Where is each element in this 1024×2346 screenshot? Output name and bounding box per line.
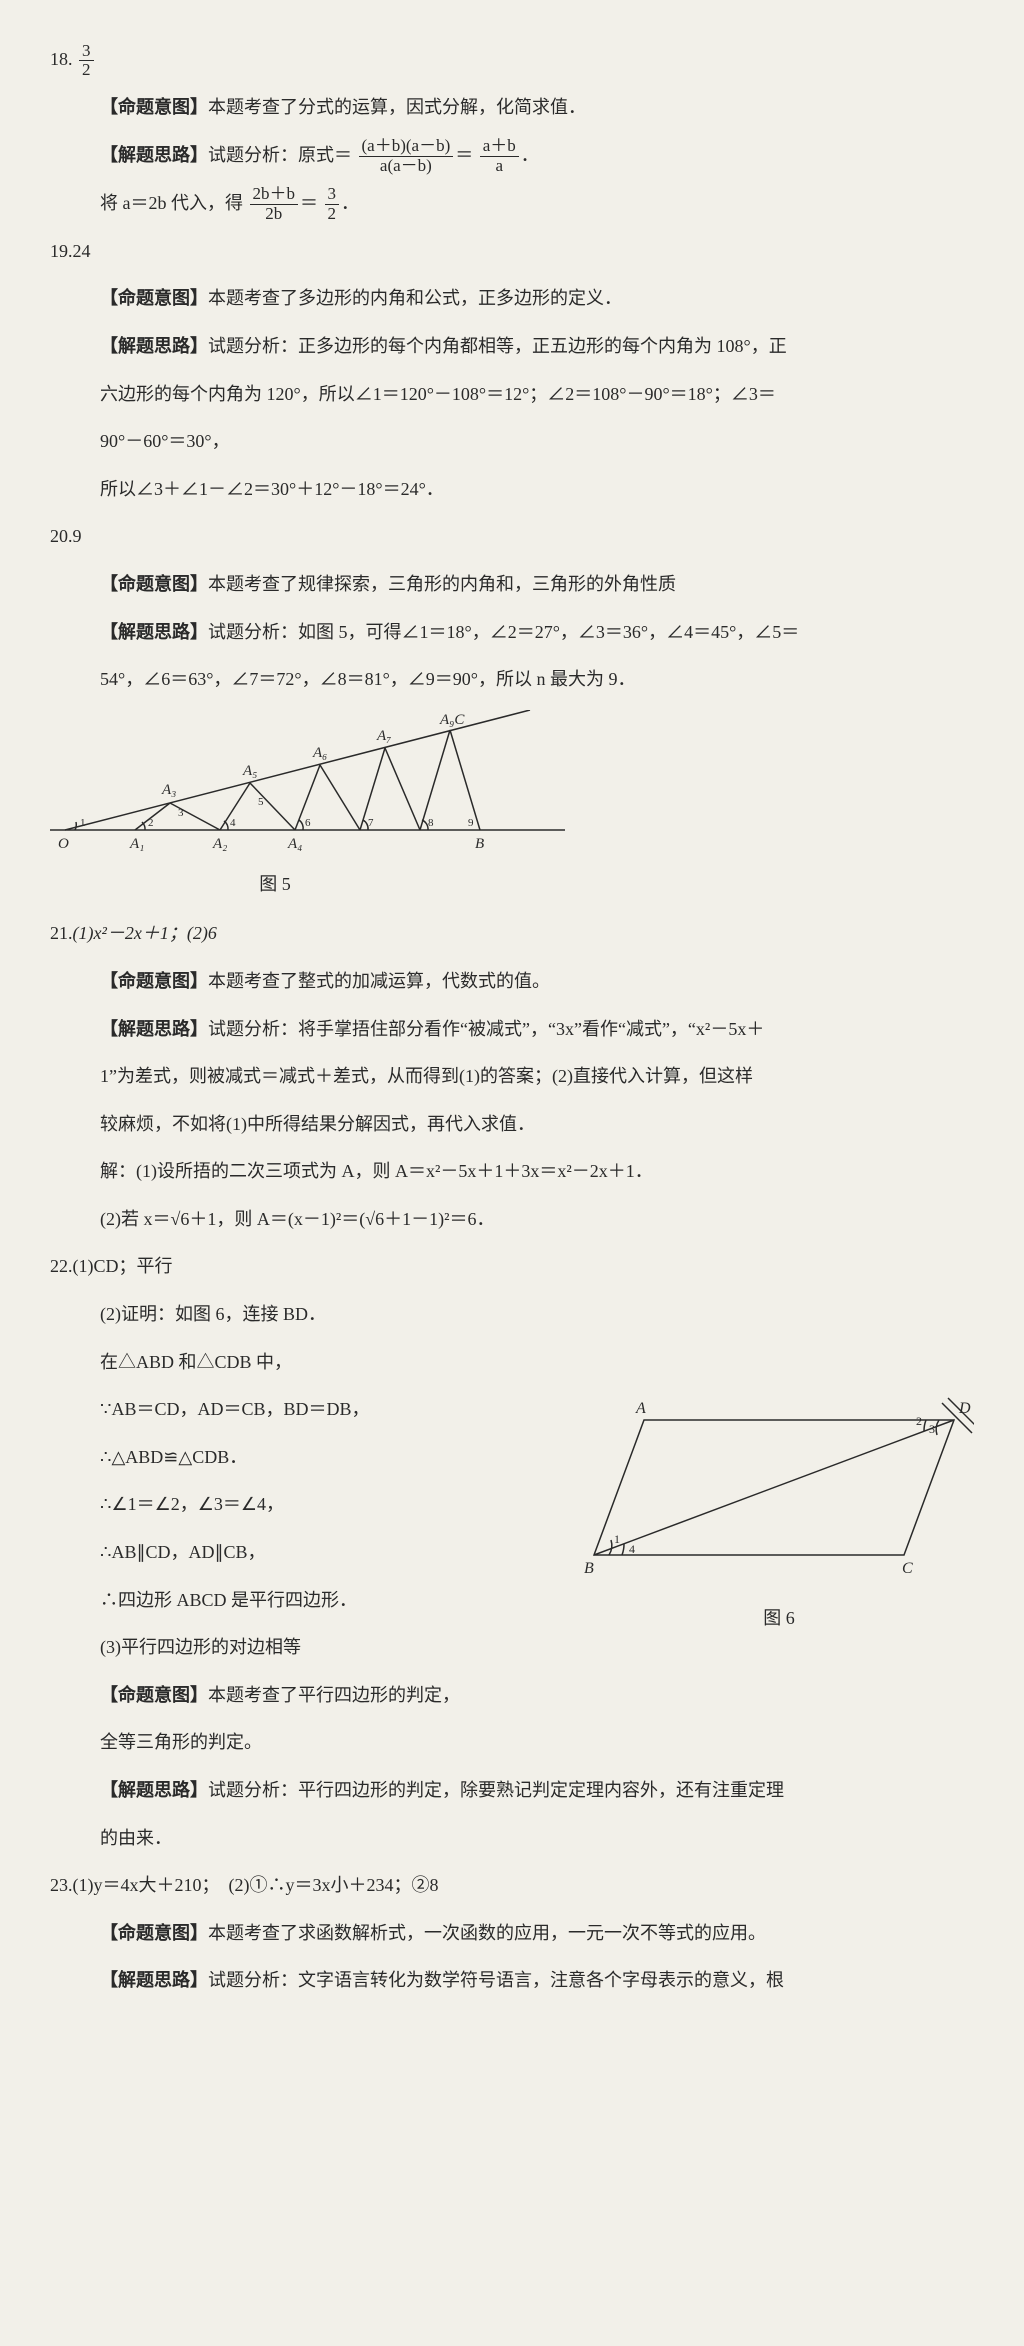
figure-6-caption: 图 6	[584, 1599, 974, 1639]
svg-text:A₇: A₇	[376, 728, 391, 744]
figure-6: A D B C 1 4 3 2 图 6	[584, 1295, 974, 1639]
q21-intent: 【命题意图】本题考查了整式的加减运算，代数式的值。	[50, 962, 974, 1002]
svg-text:9: 9	[468, 817, 474, 829]
q22-intent2: 全等三角形的判定。	[50, 1723, 974, 1763]
q21-path1: 【解题思路】试题分析：将手掌捂住部分看作“被减式”，“3x”看作“减式”，“x²…	[50, 1010, 974, 1050]
q18-intent: 【命题意图】本题考查了分式的运算，因式分解，化简求值．	[50, 88, 974, 128]
q21-path3: 较麻烦，不如将(1)中所得结果分解因式，再代入求值．	[50, 1105, 974, 1145]
svg-text:7: 7	[368, 817, 374, 829]
q19-path1: 【解题思路】试题分析：正多边形的每个内角都相等，正五边形的每个内角为 108°，…	[50, 327, 974, 367]
svg-text:A₁: A₁	[129, 836, 144, 852]
q19-answer: 24	[73, 241, 91, 261]
q21-answer-line: 21.(1)x²－2x＋1；(2)6	[50, 914, 974, 954]
q18-answer-frac: 3 2	[79, 42, 94, 80]
q22-p4: ∵AB＝CD，AD＝CB，BD＝DB，	[50, 1390, 554, 1430]
svg-text:1: 1	[614, 1532, 620, 1546]
q20-answer: 9	[73, 526, 82, 546]
q23-path: 【解题思路】试题分析：文字语言转化为数学符号语言，注意各个字母表示的意义，根	[50, 1961, 974, 2001]
svg-text:O: O	[58, 836, 69, 852]
q18-num: 18.	[50, 49, 73, 69]
q19-intent: 【命题意图】本题考查了多边形的内角和公式，正多边形的定义．	[50, 279, 974, 319]
q21-sol1: 解：(1)设所捂的二次三项式为 A，则 A＝x²－5x＋1＋3x＝x²－2x＋1…	[50, 1152, 974, 1192]
q18-frac2: a＋b a	[480, 137, 519, 175]
q18-answer: 18. 3 2	[50, 40, 974, 80]
svg-text:A₅: A₅	[242, 763, 257, 779]
path-label: 【解题思路】	[100, 145, 208, 165]
q20-path2: 54°，∠6＝63°，∠7＝72°，∠8＝81°，∠9＝90°，所以 n 最大为…	[50, 660, 974, 700]
q22-intent: 【命题意图】本题考查了平行四边形的判定，	[50, 1676, 554, 1716]
svg-text:3: 3	[178, 807, 184, 819]
svg-text:A₃: A₃	[161, 782, 176, 798]
svg-text:D: D	[958, 1400, 971, 1417]
svg-text:6: 6	[305, 817, 311, 829]
q19-path3: 90°－60°＝30°，	[50, 422, 974, 462]
svg-text:4: 4	[230, 817, 236, 829]
q23-answer: (1)y＝4x大＋210； (2)①∴y＝3x小＋234；②8	[73, 1875, 439, 1895]
q20-num: 20.	[50, 526, 73, 546]
q21-num: 21.	[50, 923, 73, 943]
figure-5-svg: O A₁ A₂ A₄ B A₃ A₅ A₆ A₇ A₉C 1 2 3 4 5 6…	[50, 710, 570, 870]
q22-num: 22.	[50, 1256, 73, 1276]
q22-p9: (3)平行四边形的对边相等	[50, 1628, 554, 1668]
q18-path: 【解题思路】试题分析：原式＝ (a＋b)(a－b) a(a－b) ＝ a＋b a…	[50, 136, 974, 176]
svg-text:A₆: A₆	[312, 745, 327, 761]
q21-path2: 1”为差式，则被减式＝减式＋差式，从而得到(1)的答案；(2)直接代入计算，但这…	[50, 1057, 974, 1097]
svg-text:A₄: A₄	[287, 836, 302, 852]
q18-sub: 将 a＝2b 代入，得 2b＋b 2b ＝ 3 2 ．	[50, 184, 974, 224]
q22-p6: ∴∠1＝∠2，∠3＝∠4，	[50, 1485, 554, 1525]
svg-text:3: 3	[929, 1422, 935, 1436]
q19-path2: 六边形的每个内角为 120°，所以∠1＝120°－108°＝12°；∠2＝108…	[50, 375, 974, 415]
figure-5: O A₁ A₂ A₄ B A₃ A₅ A₆ A₇ A₉C 1 2 3 4 5 6…	[50, 710, 974, 905]
q18-res-frac: 3 2	[325, 185, 340, 223]
figure-5-caption: 图 5	[50, 865, 500, 905]
svg-text:C: C	[902, 1560, 913, 1577]
svg-text:A₉C: A₉C	[439, 712, 465, 728]
q18-frac1: (a＋b)(a－b) a(a－b)	[359, 137, 454, 175]
q22-answer: (1)CD；平行	[73, 1256, 173, 1276]
q19-num: 19.	[50, 241, 73, 261]
svg-text:B: B	[584, 1560, 594, 1577]
q22-path1: 【解题思路】试题分析：平行四边形的判定，除要熟记判定定理内容外，还有注重定理	[50, 1771, 974, 1811]
q22-p7: ∴AB∥CD，AD∥CB，	[50, 1533, 554, 1573]
figure-6-svg: A D B C 1 4 3 2	[584, 1395, 974, 1595]
svg-text:8: 8	[428, 817, 434, 829]
q23-intent: 【命题意图】本题考查了求函数解析式，一次函数的应用，一元一次不等式的应用。	[50, 1914, 974, 1954]
q22-p3: 在△ABD 和△CDB 中，	[50, 1343, 554, 1383]
intent-label: 【命题意图】	[100, 97, 208, 117]
q22-p5: ∴△ABD≌△CDB．	[50, 1438, 554, 1478]
q20-path1: 【解题思路】试题分析：如图 5，可得∠1＝18°，∠2＝27°，∠3＝36°，∠…	[50, 613, 974, 653]
svg-text:4: 4	[629, 1542, 635, 1556]
q23-num: 23.	[50, 1875, 73, 1895]
q21-sol2: (2)若 x＝√6＋1，则 A＝(x－1)²＝(√6＋1－1)²＝6．	[50, 1200, 974, 1240]
svg-text:1: 1	[80, 817, 86, 829]
q20-answer-line: 20.9	[50, 517, 974, 557]
q18-sub-frac: 2b＋b 2b	[250, 185, 299, 223]
svg-text:A: A	[635, 1400, 646, 1417]
q22-path2: 的由来．	[50, 1819, 974, 1859]
svg-text:2: 2	[916, 1414, 922, 1428]
svg-text:A₂: A₂	[212, 836, 227, 852]
svg-text:2: 2	[148, 817, 154, 829]
svg-text:B: B	[475, 836, 484, 852]
q22-answer-line: 22.(1)CD；平行	[50, 1247, 974, 1287]
q21-answer: (1)x²－2x＋1；(2)6	[73, 923, 217, 943]
q19-answer-line: 19.24	[50, 232, 974, 272]
q23-answer-line: 23.(1)y＝4x大＋210； (2)①∴y＝3x小＋234；②8	[50, 1866, 974, 1906]
q19-path4: 所以∠3＋∠1－∠2＝30°＋12°－18°＝24°．	[50, 470, 974, 510]
svg-text:5: 5	[258, 796, 264, 808]
q22-p8: ∴四边形 ABCD 是平行四边形．	[50, 1581, 554, 1621]
q22-p2: (2)证明：如图 6，连接 BD．	[50, 1295, 554, 1335]
q20-intent: 【命题意图】本题考查了规律探索，三角形的内角和，三角形的外角性质	[50, 565, 974, 605]
